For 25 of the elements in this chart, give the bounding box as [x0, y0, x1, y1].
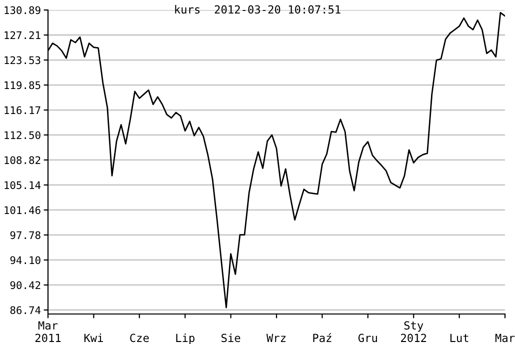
- x-tick-label: Wrz: [266, 334, 286, 342]
- y-tick-label: 112.50: [4, 131, 40, 140]
- y-tick-label: 108.82: [4, 156, 40, 164]
- y-tick-label: 123.53: [4, 56, 40, 64]
- y-tick-label: 90.42: [10, 281, 40, 290]
- y-tick-label: 130.89: [4, 6, 40, 14]
- y-tick-label: 116.17: [4, 106, 40, 114]
- x-tick-label: Paź: [313, 333, 332, 342]
- x-tick-label: Lip: [176, 334, 194, 344]
- y-tick-label: 119.85: [4, 81, 40, 90]
- y-tick-label: 94.10: [10, 256, 40, 264]
- y-tick-label: 127.21: [4, 31, 40, 39]
- x-tick-label: Gru: [358, 334, 377, 342]
- x-tick-label: Lut: [450, 334, 468, 342]
- y-tick-label: 86.74: [10, 306, 41, 314]
- x-tick-label: Cze: [130, 334, 149, 342]
- x-tick-label: Mar 2011: [35, 321, 61, 342]
- x-tick-label: Sty 2012: [401, 321, 426, 342]
- y-tick-label: 97.78: [10, 231, 40, 240]
- chart-title: kurs 2012-03-20 10:07:51: [175, 5, 340, 14]
- x-tick-label: Sie: [222, 334, 240, 342]
- x-tick-label: Mar: [495, 334, 515, 342]
- x-tick-label: Kwi: [84, 334, 103, 342]
- y-tick-label: 105.14: [4, 181, 41, 190]
- y-tick-label: 101.46: [4, 206, 40, 214]
